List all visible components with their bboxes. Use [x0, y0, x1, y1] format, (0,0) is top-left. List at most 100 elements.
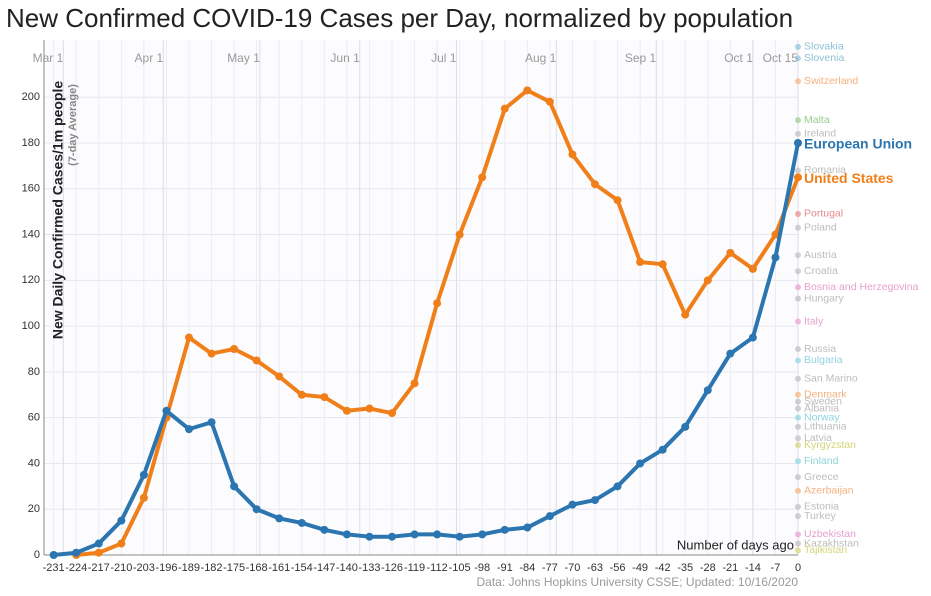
y-axis-label: New Daily Confirmed Cases/1m people	[50, 81, 66, 340]
x-tick-label: -217	[88, 562, 110, 574]
series-point	[523, 523, 532, 532]
x-tick-label: -224	[65, 562, 87, 574]
series-point	[275, 372, 284, 381]
end-dot	[795, 435, 801, 442]
end-label: Switzerland	[804, 75, 858, 87]
series-point	[703, 386, 712, 395]
series-point	[794, 173, 802, 182]
series-point	[185, 425, 193, 434]
y-tick-label: 160	[22, 183, 40, 195]
x-tick-label: -161	[268, 562, 290, 574]
end-dot	[795, 531, 801, 538]
x-tick-label: -126	[381, 562, 403, 574]
x-tick-label: -154	[291, 562, 313, 574]
end-dot	[795, 117, 801, 124]
end-dot	[795, 503, 801, 510]
series-point	[117, 539, 126, 548]
series-label: European Union	[804, 136, 912, 152]
end-label: Austria	[804, 249, 837, 261]
end-label: Uzbekistan	[804, 528, 856, 540]
series-point	[230, 482, 239, 491]
series-point	[681, 422, 690, 431]
end-label: Estonia	[804, 501, 839, 513]
series-point	[478, 173, 487, 182]
series-point	[72, 548, 81, 557]
date-tick-label: Jun 1	[330, 51, 360, 65]
x-tick-label: -196	[155, 562, 177, 574]
x-tick-label: -119	[404, 562, 425, 574]
series-label: United States	[804, 170, 894, 186]
series-point	[500, 104, 509, 113]
end-dot	[795, 346, 801, 352]
x-tick-label: -77	[542, 562, 558, 574]
x-tick-label: -14	[745, 562, 761, 574]
series-point	[748, 264, 757, 273]
series-point	[275, 514, 284, 523]
date-tick-label: Apr 1	[135, 51, 164, 65]
series-point	[591, 180, 599, 189]
x-tick-label: -91	[497, 562, 513, 574]
end-label: Ireland	[804, 128, 836, 140]
end-label: Malta	[804, 114, 830, 126]
series-point	[388, 409, 396, 418]
end-dot	[795, 513, 801, 520]
series-point	[591, 496, 599, 505]
series-point	[545, 512, 554, 521]
series-point	[207, 349, 216, 358]
end-dot	[795, 458, 801, 465]
date-tick-label: Sep 1	[625, 51, 657, 65]
end-label: Slovakia	[804, 41, 844, 53]
x-tick-label: -63	[587, 562, 603, 574]
end-label: Kyrgyzstan	[804, 439, 856, 451]
series-point	[342, 530, 351, 539]
end-dot	[795, 268, 801, 275]
end-dot	[795, 547, 801, 554]
end-dot	[795, 398, 801, 405]
x-tick-label: -70	[564, 562, 580, 574]
series-point	[658, 260, 667, 269]
end-label: Slovenia	[804, 52, 844, 64]
x-tick-label: -133	[358, 562, 380, 574]
series-line	[53, 142, 800, 557]
end-dot	[795, 167, 801, 174]
end-label: Bosnia and Herzegovina	[804, 281, 919, 293]
end-dot	[795, 442, 801, 449]
end-label: Croatia	[804, 265, 838, 277]
y-tick-label: 0	[34, 549, 40, 561]
end-label: Tajikistan	[804, 544, 847, 556]
x-tick-label: -231	[43, 562, 65, 574]
chart-title: New Confirmed COVID-19 Cases per Day, no…	[6, 3, 793, 33]
end-label: Bulgaria	[804, 354, 843, 366]
x-tick-label: -140	[336, 562, 358, 574]
end-label: Azerbaijan	[804, 485, 854, 497]
end-label: Lithuania	[804, 421, 847, 433]
x-tick-label: -98	[474, 562, 490, 574]
x-tick-label: -168	[246, 562, 268, 574]
end-dot	[795, 391, 801, 398]
end-dot	[795, 252, 801, 259]
series-point	[478, 530, 487, 539]
series-point	[726, 248, 735, 257]
y-tick-label: 200	[22, 91, 40, 103]
end-dot	[795, 540, 801, 547]
series-point	[523, 86, 532, 95]
series-point	[455, 230, 464, 239]
series-point	[771, 253, 780, 262]
series-point	[320, 525, 329, 534]
series-point	[636, 459, 645, 468]
series-point	[162, 406, 171, 415]
series-point	[433, 299, 442, 308]
series-point	[658, 445, 667, 454]
x-tick-label: -210	[110, 562, 132, 574]
series-point	[297, 390, 306, 399]
series-point	[139, 493, 148, 502]
end-label: Denmark	[804, 389, 847, 401]
y-tick-label: 120	[22, 274, 40, 286]
end-label: Russia	[804, 343, 836, 355]
series-point	[613, 196, 622, 205]
series-point	[726, 349, 735, 358]
end-dot	[795, 43, 801, 50]
series-point	[568, 500, 577, 509]
series-point	[771, 230, 780, 239]
